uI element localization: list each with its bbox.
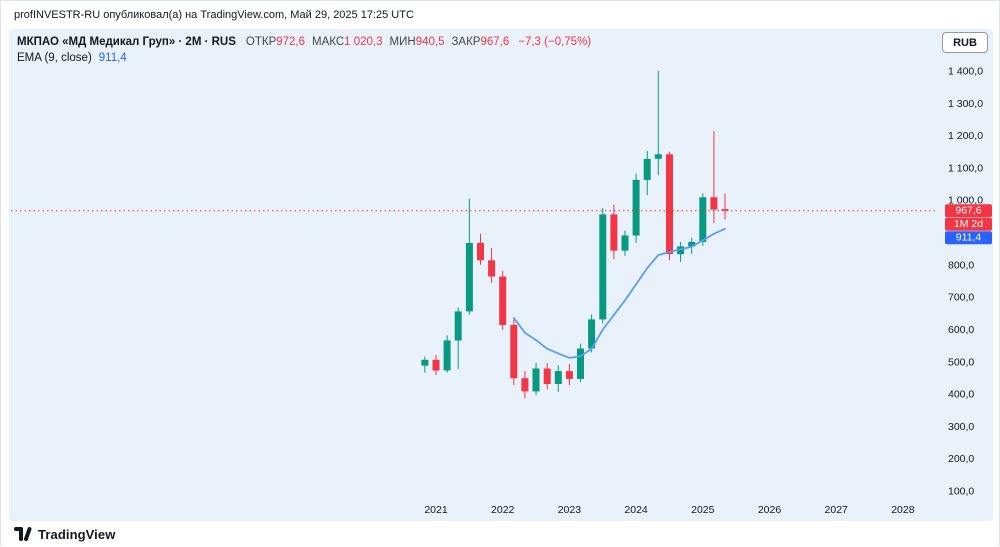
share-header: profINVESTR-RU опубликовал(а) на Trading…: [1, 1, 999, 29]
svg-text:700,0: 700,0: [948, 292, 974, 304]
ohlc-low: МИН940,5: [390, 34, 445, 50]
open-label: ОТКР: [245, 36, 277, 48]
chart-panel: 1 400,0 1 300,0 1 200,0 1 100,0 1 000,0 800,0…: [9, 29, 993, 521]
ema-line: [512, 227, 726, 359]
tradingview-brand[interactable]: TradingView: [38, 526, 116, 542]
high-value: 1 020,3: [344, 36, 383, 48]
axis-badges: 967,61M 2d 911,4: [945, 204, 992, 245]
svg-text:2027: 2027: [825, 504, 849, 516]
footer-bar: TradingView: [1, 521, 999, 547]
close-value: 967,6: [480, 36, 510, 48]
tradingview-logo-icon[interactable]: [14, 527, 32, 541]
low-label: МИН: [389, 36, 416, 48]
svg-text:500,0: 500,0: [948, 356, 974, 368]
svg-text:600,0: 600,0: [948, 324, 974, 336]
svg-text:1M 2d: 1M 2d: [954, 218, 983, 230]
svg-text:100,0: 100,0: [948, 486, 974, 498]
svg-text:800,0: 800,0: [948, 259, 974, 271]
svg-text:2024: 2024: [624, 504, 648, 516]
byline-link[interactable]: profINVESTR-RU опубликовал(а) на Trading…: [14, 9, 414, 21]
svg-text:1 400,0: 1 400,0: [948, 66, 983, 78]
currency-button[interactable]: RUB: [942, 32, 988, 53]
legend-indicator-row: EMA (9, close) 911,4: [17, 50, 591, 66]
bar-countdown-badge: [945, 217, 992, 231]
svg-text:1 000,0: 1 000,0: [948, 195, 983, 207]
svg-text:200,0: 200,0: [948, 453, 974, 465]
svg-text:300,0: 300,0: [948, 421, 974, 433]
chart-legend: МКПАО «МД Медикал Груп» · 2M · RUS ОТКР9…: [17, 34, 591, 66]
svg-text:2028: 2028: [891, 504, 915, 516]
svg-text:911,4: 911,4: [956, 232, 982, 244]
high-label: МАКС: [312, 36, 345, 48]
low-value: 940,5: [415, 36, 445, 48]
ohlc-close: ЗАКР967,6: [451, 34, 509, 50]
last-price-badge: [945, 204, 992, 218]
svg-text:2022: 2022: [491, 504, 515, 516]
time-axis: 2021 2022 2023 2024 2025 2026 2027 2028: [424, 504, 914, 516]
svg-text:1 300,0: 1 300,0: [948, 98, 983, 110]
svg-text:2021: 2021: [424, 504, 448, 516]
svg-text:967,6: 967,6: [955, 205, 981, 217]
svg-text:2026: 2026: [758, 504, 782, 516]
open-value: 972,6: [276, 36, 306, 48]
price-chart-canvas[interactable]: 1 400,0 1 300,0 1 200,0 1 100,0 1 000,0 800,0…: [9, 29, 993, 521]
ema-value-badge: [945, 231, 992, 245]
close-label: ЗАКР: [451, 36, 481, 48]
svg-text:2025: 2025: [691, 504, 715, 516]
svg-text:2023: 2023: [558, 504, 582, 516]
price-axis: 1 400,0 1 300,0 1 200,0 1 100,0 1 000,0 800,0…: [948, 66, 983, 498]
candles: [421, 71, 729, 399]
legend-main-row: МКПАО «МД Медикал Груп» · 2M · RUS ОТКР9…: [17, 34, 591, 50]
ohlc-open: ОТКР972,6: [246, 34, 305, 50]
svg-text:1 200,0: 1 200,0: [948, 130, 983, 142]
ema-indicator-value: 911,4: [98, 52, 127, 64]
symbol-title[interactable]: МКПАО «МД Медикал Груп» · 2M · RUS: [17, 36, 236, 48]
svg-text:1 100,0: 1 100,0: [948, 162, 983, 174]
ohlc-high: МАКС1 020,3: [312, 34, 383, 50]
ema-indicator-label[interactable]: EMA (9, close): [17, 52, 92, 64]
change-value: −7,3 (−0,75%): [518, 36, 592, 48]
svg-text:400,0: 400,0: [948, 389, 974, 401]
